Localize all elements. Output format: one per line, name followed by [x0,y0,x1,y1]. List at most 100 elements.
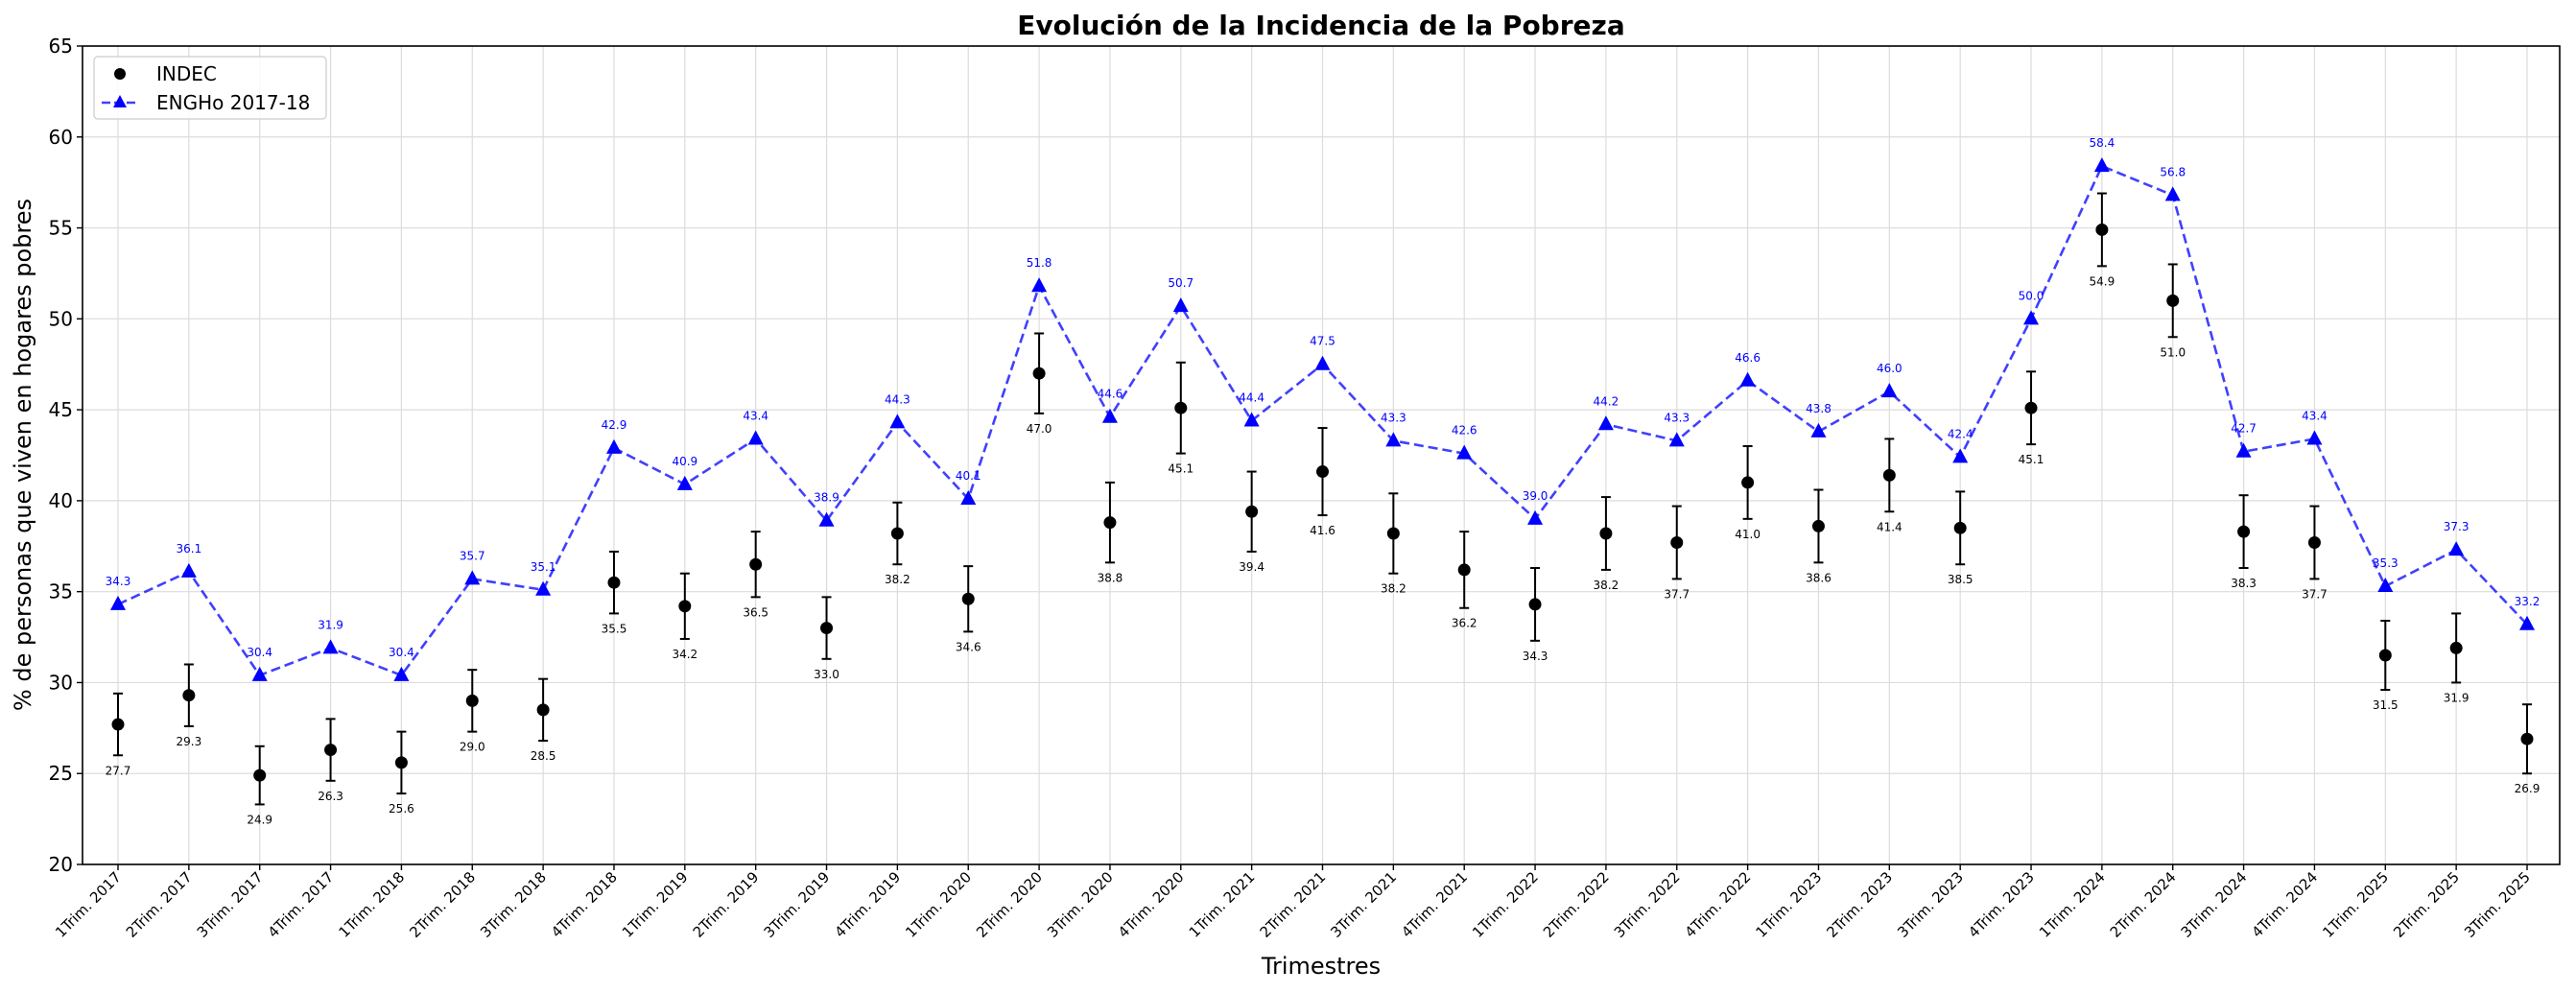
indec-data-label: 38.2 [885,573,910,586]
plot-frame [82,45,2561,865]
y-axis-label: % de personas que viven en hogares pobre… [10,199,36,711]
indec-data-label: 31.5 [2373,698,2399,712]
x-tick-label: 2Trim. 2023 [1823,868,1896,941]
indec-point [820,622,834,635]
x-tick-label: 2Trim. 2020 [973,868,1046,941]
indec-point [394,756,408,769]
indec-point [2520,732,2534,745]
indec-data-label: 26.9 [2515,782,2541,795]
data-marks: 34.3 36.1 30.4 31.9 30.4 35.7 35.1 42.9 40.9 43.4… [106,136,2541,826]
engho-point [2377,577,2394,592]
indec-point [2449,641,2463,654]
indec-point [1316,465,1329,479]
x-tick-label: 1Trim. 2021 [1186,868,1259,941]
indec-point [1741,476,1755,489]
engho-data-label: 37.3 [2444,520,2470,533]
x-tick-label: 4Trim. 2019 [831,868,904,941]
engho-data-label: 47.5 [1310,335,1335,348]
engho-data-label: 46.6 [1735,351,1761,365]
indec-point [607,576,621,589]
legend-indec-marker [114,68,126,80]
x-tick-label: 2Trim. 2022 [1540,868,1613,941]
indec-point [324,744,338,757]
indec-point [1103,516,1117,530]
indec-data-label: 34.3 [1523,650,1548,663]
indec-point [111,718,125,731]
engho-point [1739,371,1756,387]
engho-data-label: 44.6 [1098,388,1123,401]
indec-data-label: 38.2 [1381,582,1406,596]
indec-data-label: 54.9 [2090,274,2115,288]
indec-point [1386,527,1400,540]
engho-point [1881,383,1898,398]
x-tick-label: 4Trim. 2018 [548,868,621,941]
engho-point [322,639,339,654]
indec-point [1174,401,1188,414]
engho-data-label: 36.1 [176,542,201,556]
engho-point [464,570,481,585]
indec-data-label: 41.0 [1735,528,1761,541]
indec-point [678,600,692,613]
engho-point [251,666,268,681]
indec-data-label: 45.1 [2019,453,2044,466]
indec-data-label: 25.6 [389,802,414,816]
engho-data-label: 30.4 [247,646,272,659]
indec-point [1032,366,1046,380]
indec-data-label: 39.4 [1239,560,1264,574]
engho-point [818,511,835,527]
indec-point [2237,525,2251,538]
x-tick-label: 3Trim. 2020 [1044,868,1117,941]
indec-data-label: 38.5 [1948,573,1973,586]
indec-point [2095,223,2109,236]
indec-point [536,703,550,717]
engho-data-label: 46.0 [1877,362,1902,375]
x-tick-label: 3Trim. 2024 [2178,868,2251,941]
chart-title: Evolución de la Incidencia de la Pobreza [1017,10,1624,41]
engho-point [2448,541,2465,556]
engho-data-label: 43.3 [1381,411,1406,424]
indec-data-label: 38.8 [1098,571,1123,584]
engho-point [1172,297,1189,313]
engho-data-label: 43.8 [1806,402,1832,415]
legend-indec-label: INDEC [156,62,217,85]
indec-point [2378,649,2392,662]
x-tick-label: 4Trim. 2023 [1965,868,2038,941]
y-axis-ticks: 20 25 30 35 40 45 50 55 60 65 [49,35,83,876]
x-tick-label: 2Trim. 2017 [123,868,196,941]
engho-data-label: 42.4 [1948,427,1973,440]
engho-data-label: 33.2 [2515,595,2541,608]
engho-data-label: 31.9 [318,618,343,631]
x-tick-label: 1Trim. 2018 [335,868,408,941]
engho-point [2023,310,2040,325]
x-tick-label: 2Trim. 2021 [1257,868,1330,941]
x-tick-label: 3Trim. 2019 [761,868,834,941]
engho-data-label: 50.0 [2019,289,2044,302]
y-tick-label: 35 [49,580,73,603]
engho-data-label: 44.3 [885,392,910,406]
legend-engho-label: ENGHo 2017-18 [156,91,310,114]
x-tick-label: 2Trim. 2025 [2390,868,2463,941]
y-tick-label: 20 [49,853,73,876]
indec-data-label: 29.3 [176,735,201,748]
indec-point [1528,598,1542,611]
engho-point [1668,432,1685,447]
engho-data-label: 44.4 [1239,390,1264,404]
engho-data-label: 50.7 [1168,276,1193,290]
x-tick-label: 3Trim. 2018 [477,868,550,941]
engho-point [2235,442,2252,458]
x-tick-label: 3Trim. 2025 [2461,868,2534,941]
engho-point [1385,432,1402,447]
indec-data-label: 31.9 [2444,691,2470,704]
x-tick-label: 4Trim. 2020 [1115,868,1188,941]
legend: INDEC ENGHo 2017-18 [93,56,327,120]
grid [83,45,2560,865]
engho-point [2519,615,2535,630]
engho-data-label: 51.8 [1027,256,1052,270]
indec-data-label: 51.0 [2160,345,2186,359]
engho-point [393,666,410,681]
engho-point [180,562,197,578]
legend-engho-marker [113,95,127,107]
x-tick-label: 3Trim. 2021 [1327,868,1400,941]
